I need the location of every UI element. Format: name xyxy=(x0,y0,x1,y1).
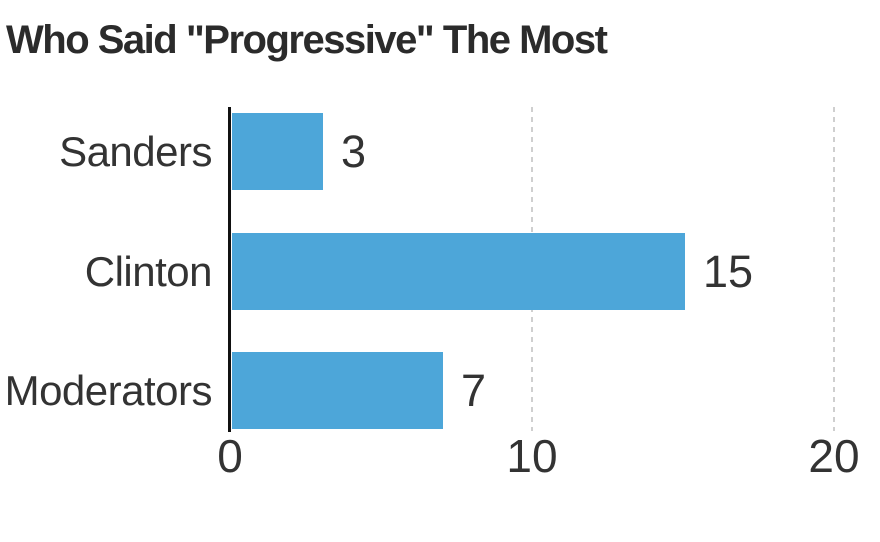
value-label: 15 xyxy=(703,245,754,297)
value-label: 7 xyxy=(461,364,487,416)
gridline xyxy=(833,107,835,431)
bar xyxy=(232,113,323,190)
bar xyxy=(232,352,443,429)
x-tick-label: 20 xyxy=(808,430,860,482)
value-label: 3 xyxy=(341,125,367,177)
category-label: Moderators xyxy=(4,366,213,414)
x-tick-label: 10 xyxy=(506,430,558,482)
x-tick-label: 0 xyxy=(217,430,243,482)
category-label: Clinton xyxy=(84,247,213,295)
x-axis-zero-line xyxy=(228,107,231,432)
bar xyxy=(232,233,685,310)
category-label: Sanders xyxy=(59,127,212,175)
chart-title: Who Said "Progressive" The Most xyxy=(6,18,608,62)
